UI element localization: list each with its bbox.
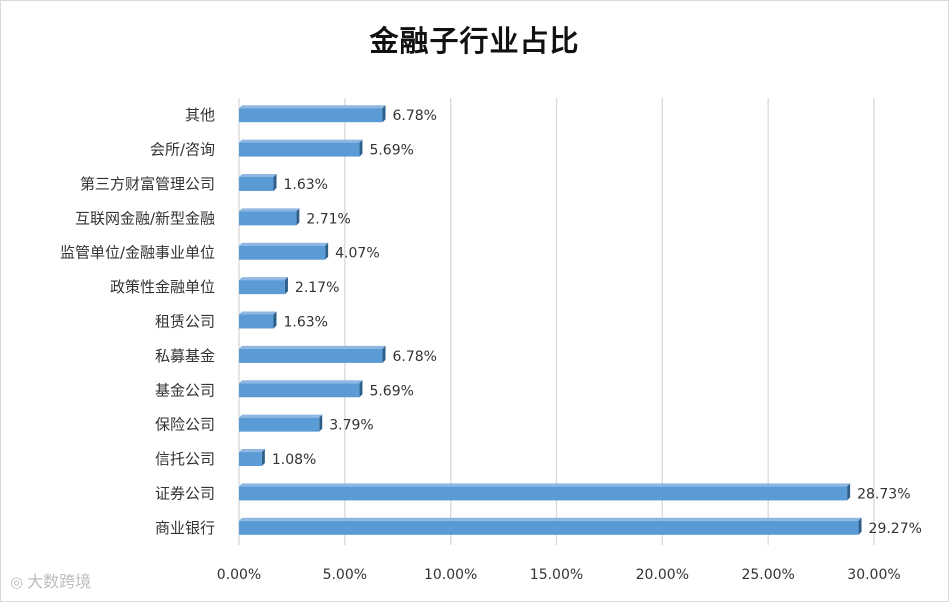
data-label: 1.63% bbox=[284, 177, 328, 193]
category-label: 会所/咨询 bbox=[150, 141, 215, 159]
bar-side-face bbox=[319, 414, 323, 432]
bar bbox=[239, 280, 285, 295]
category-label: 租赁公司 bbox=[155, 313, 215, 331]
category-label: 信托公司 bbox=[155, 450, 215, 468]
bar-top-face bbox=[239, 208, 300, 212]
bar bbox=[239, 211, 297, 226]
bar bbox=[239, 108, 383, 123]
bar-top-face bbox=[239, 173, 277, 177]
bar-top-face bbox=[239, 414, 323, 418]
bar-side-face bbox=[261, 449, 265, 467]
bar-top-face bbox=[239, 517, 862, 521]
data-label: 3.79% bbox=[329, 418, 373, 434]
bar-side-face bbox=[273, 311, 277, 329]
bar-top-face bbox=[239, 380, 363, 384]
x-tick-label: 30.00% bbox=[847, 567, 900, 583]
x-tick-label: 25.00% bbox=[741, 567, 794, 583]
category-label: 保险公司 bbox=[155, 416, 215, 434]
bar-top-face bbox=[239, 242, 329, 246]
bar bbox=[239, 486, 848, 501]
x-tick-label: 5.00% bbox=[323, 567, 367, 583]
data-label: 4.07% bbox=[335, 246, 379, 262]
x-tick-label: 10.00% bbox=[424, 567, 477, 583]
chart-title: 金融子行业占比 bbox=[369, 24, 580, 58]
data-label: 5.69% bbox=[369, 143, 413, 159]
bar-side-face bbox=[858, 517, 862, 535]
x-tick-label: 15.00% bbox=[530, 567, 583, 583]
category-label: 基金公司 bbox=[155, 381, 215, 399]
category-label: 政策性金融单位 bbox=[110, 278, 215, 296]
bar-side-face bbox=[296, 208, 300, 226]
bar bbox=[239, 245, 326, 260]
bar-top-face bbox=[239, 277, 288, 281]
bar-top-face bbox=[239, 449, 265, 453]
bar-top-face bbox=[239, 345, 386, 349]
data-label: 5.69% bbox=[369, 383, 413, 399]
bar-top-face bbox=[239, 105, 386, 109]
bar-top-face bbox=[239, 483, 851, 487]
bar-top-face bbox=[239, 139, 363, 143]
bar-side-face bbox=[382, 105, 386, 123]
weibo-icon: ◎ bbox=[10, 573, 24, 591]
category-label: 监管单位/金融事业单位 bbox=[60, 244, 215, 262]
bar bbox=[239, 142, 360, 157]
category-label: 第三方财富管理公司 bbox=[80, 175, 215, 193]
data-label: 6.78% bbox=[393, 108, 437, 124]
bar-top-face bbox=[239, 311, 277, 315]
category-label: 私募基金 bbox=[155, 347, 215, 365]
data-label: 28.73% bbox=[857, 486, 910, 502]
watermark-text: 大数跨境 bbox=[27, 572, 92, 591]
category-label: 证券公司 bbox=[155, 484, 215, 502]
bar-side-face bbox=[847, 483, 851, 501]
bar bbox=[239, 520, 859, 535]
data-label: 2.71% bbox=[306, 211, 350, 227]
data-label: 29.27% bbox=[869, 521, 922, 537]
x-tick-label: 20.00% bbox=[636, 567, 689, 583]
bar-side-face bbox=[382, 345, 386, 363]
data-label: 2.17% bbox=[295, 280, 339, 296]
data-label: 1.08% bbox=[272, 452, 316, 468]
data-label: 1.63% bbox=[284, 315, 328, 331]
bar bbox=[239, 417, 320, 432]
bar bbox=[239, 452, 262, 467]
watermark: ◎ 大数跨境 bbox=[10, 568, 91, 592]
bar-side-face bbox=[284, 277, 288, 295]
bar bbox=[239, 383, 360, 398]
category-label: 商业银行 bbox=[155, 519, 215, 537]
bar bbox=[239, 348, 383, 363]
bar-side-face bbox=[273, 173, 277, 191]
x-tick-label: 0.00% bbox=[217, 567, 261, 583]
bar-side-face bbox=[325, 242, 329, 260]
bar bbox=[239, 176, 274, 191]
bar-side-face bbox=[359, 380, 363, 398]
category-label: 其他 bbox=[185, 106, 215, 124]
bar-side-face bbox=[359, 139, 363, 157]
bar bbox=[239, 314, 274, 329]
category-label: 互联网金融/新型金融 bbox=[75, 209, 215, 227]
data-label: 6.78% bbox=[393, 349, 437, 365]
